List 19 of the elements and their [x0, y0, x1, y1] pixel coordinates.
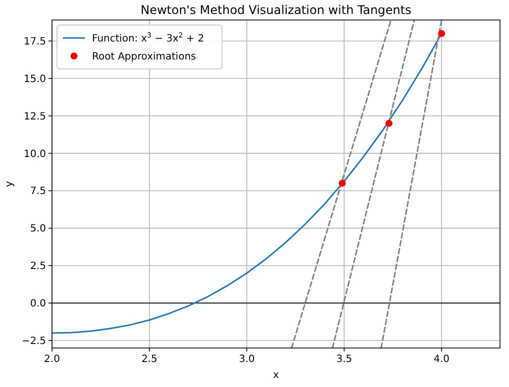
y-tick-label: 2.5 [30, 261, 46, 272]
y-tick-label: 5.0 [30, 224, 46, 235]
x-tick-label: 2.5 [141, 354, 158, 365]
x-axis-title: x [273, 370, 280, 381]
x-tick-label: 3.5 [336, 354, 352, 365]
x-tick-label: 2.0 [44, 354, 60, 365]
y-tick-label: 15.0 [24, 74, 46, 85]
y-tick-label: 7.5 [30, 186, 46, 198]
y-tick-label: 17.5 [24, 36, 46, 48]
legend-label: Function: x$^{3}$ − 3x$^{2}$ + 2 [92, 32, 204, 44]
x-tick-label: 3.0 [238, 354, 255, 365]
y-tick-label: −2.5 [22, 336, 46, 348]
y-axis-title: y [4, 180, 15, 187]
y-tick-label: 0.0 [30, 298, 46, 310]
legend-label: Root Approximations [92, 52, 196, 62]
x-tick-label: 4.0 [434, 354, 450, 365]
y-tick-label: 12.5 [24, 111, 46, 122]
y-tick-label: 10.0 [24, 148, 46, 160]
chart-title: Newton's Method Visualization with Tangents [140, 3, 412, 17]
